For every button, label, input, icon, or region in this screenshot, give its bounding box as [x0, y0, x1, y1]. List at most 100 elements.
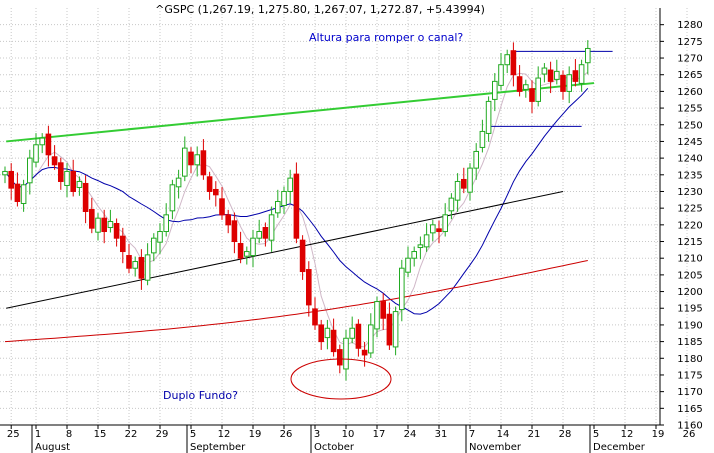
x-day-label: 26: [280, 429, 293, 440]
candle-down: [89, 208, 95, 229]
candle-down: [206, 176, 213, 192]
candle-up: [20, 184, 27, 204]
y-tick-label: 1280: [677, 20, 702, 31]
candle-up: [585, 47, 591, 64]
x-day-label: 14: [497, 429, 510, 440]
candle-down: [82, 182, 89, 212]
candle-up: [95, 217, 101, 233]
y-tick-label: 1200: [677, 287, 702, 298]
x-axis: 25 1 8 15 22 29 5 12 19 26 3 10 17 24 31 7 14 21 28 5 12 19 26…: [0, 424, 696, 453]
candle-up: [454, 180, 461, 201]
double-bottom-annotation: Duplo Fundo?: [163, 389, 238, 402]
candle-down: [318, 324, 324, 343]
y-tick-label: 1220: [677, 220, 702, 231]
x-day-label: 3: [314, 429, 320, 440]
candle-up: [256, 231, 262, 239]
candle-up: [144, 254, 151, 281]
candle-down: [120, 235, 126, 253]
candle-up: [2, 170, 8, 176]
y-tick-label: 1270: [677, 54, 702, 65]
candle-down: [58, 162, 64, 182]
candle-down: [219, 198, 225, 216]
x-day-label: 24: [404, 429, 417, 440]
y-tick-label: 1175: [677, 370, 702, 381]
candle-down: [355, 323, 362, 349]
y-tick-label: 1235: [677, 170, 702, 181]
candle-up: [275, 200, 281, 214]
candle-up: [250, 237, 256, 257]
y-tick-label: 1240: [677, 154, 702, 165]
candle-down: [14, 183, 21, 202]
candle-down: [188, 151, 194, 166]
candle-down: [572, 70, 579, 82]
candle-down: [113, 223, 120, 239]
candle-up: [423, 234, 430, 248]
candle-up: [268, 214, 275, 241]
x-day-label: 19: [652, 429, 665, 440]
candle-up: [554, 70, 560, 80]
candle-down: [138, 257, 145, 279]
candle-up: [485, 100, 492, 134]
candle-up: [169, 184, 176, 212]
candle-up: [107, 221, 114, 229]
candle-down: [231, 220, 238, 243]
candle-down: [293, 173, 300, 239]
x-day-label: 31: [435, 429, 448, 440]
x-day-label: 17: [373, 429, 386, 440]
candle-up: [411, 251, 417, 259]
y-axis: 1160 1165 1170 1175 1180 1185 1190 1195 1200 1205…: [659, 8, 703, 432]
y-tick-label: 1160: [677, 421, 702, 432]
candle-down: [8, 170, 14, 189]
candle-up: [566, 74, 573, 92]
candle-up: [244, 251, 250, 257]
candle-up: [163, 214, 169, 233]
x-day-label: 26: [683, 429, 696, 440]
y-tick-label: 1190: [677, 320, 702, 331]
x-day-label: 7: [469, 429, 475, 440]
candle-up: [473, 150, 479, 169]
x-month-label: November: [469, 442, 522, 453]
candle-down: [237, 243, 244, 259]
candle-up: [194, 154, 200, 166]
candle-up: [374, 301, 380, 330]
y-tick-label: 1250: [677, 120, 702, 131]
candle-down: [213, 188, 219, 196]
x-day-label: 29: [156, 429, 169, 440]
x-day-label: 12: [621, 429, 634, 440]
x-day-label: 12: [218, 429, 231, 440]
candle-down: [312, 308, 318, 326]
candle-up: [467, 167, 473, 193]
black-support-line: [6, 190, 564, 309]
candle-down: [461, 178, 467, 189]
x-day-label: 10: [342, 429, 355, 440]
x-day-label: 5: [190, 429, 196, 440]
y-tick-label: 1225: [677, 204, 702, 215]
candle-down: [126, 255, 132, 269]
y-tick-label: 1205: [677, 270, 702, 281]
candle-down: [45, 133, 52, 156]
candle-up: [504, 54, 510, 66]
candle-up: [442, 214, 448, 233]
candle-up: [523, 84, 529, 90]
candle-up: [343, 337, 349, 370]
candle-down: [262, 227, 269, 239]
candle-up: [33, 144, 39, 163]
candle-up: [281, 190, 287, 206]
candle-up: [151, 237, 157, 254]
candle-down: [380, 301, 386, 319]
candle-up: [541, 67, 548, 75]
candles: [2, 40, 591, 381]
candle-down: [337, 349, 343, 366]
candle-down: [529, 88, 535, 102]
candle-down: [330, 329, 337, 353]
candle-up: [405, 257, 411, 273]
candle-up: [498, 64, 504, 86]
y-tick-label: 1180: [677, 354, 702, 365]
chart-title: ^GSPC (1,267.19, 1,275.80, 1,267.07, 1,2…: [155, 3, 485, 16]
candle-down: [225, 214, 231, 226]
candle-down: [510, 50, 517, 76]
candle-down: [560, 74, 566, 92]
candle-down: [306, 269, 312, 306]
candle-up: [399, 267, 405, 311]
